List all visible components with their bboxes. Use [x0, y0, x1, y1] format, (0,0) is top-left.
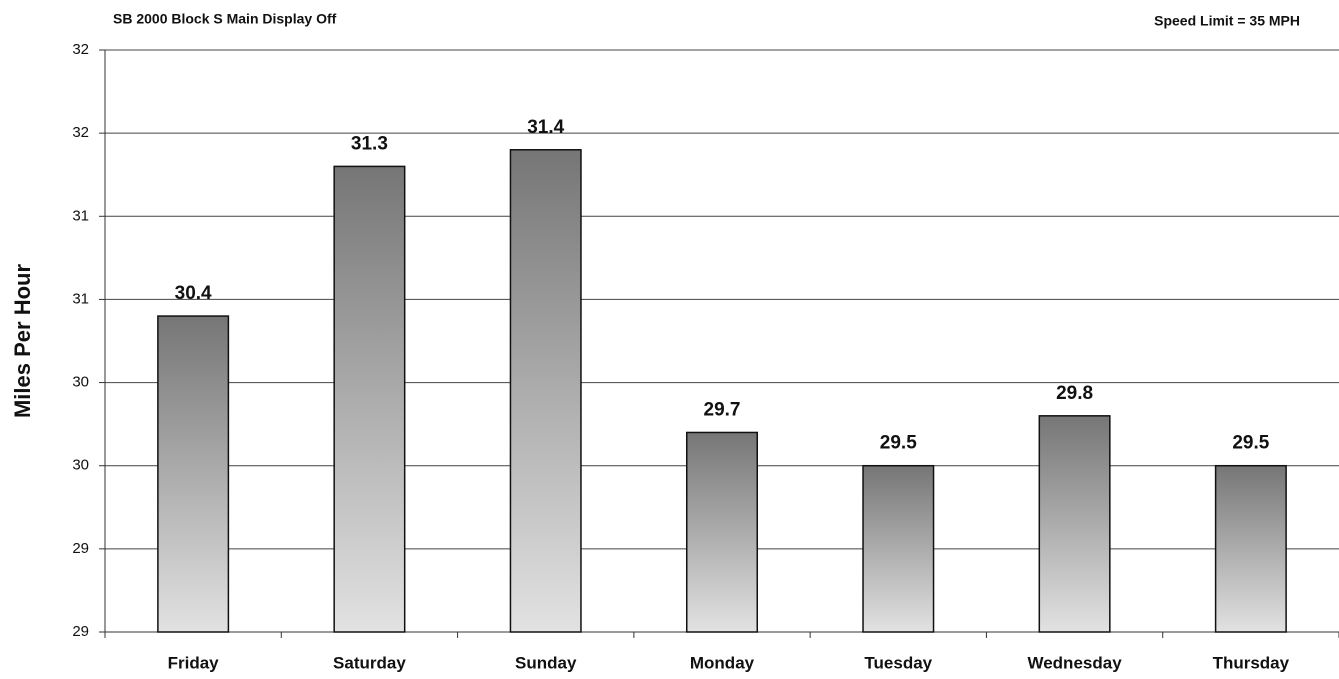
- y-tick-label: 29: [72, 623, 89, 640]
- data-label: 30.4: [175, 283, 212, 304]
- x-tick-label: Thursday: [1213, 653, 1290, 672]
- data-label: 29.7: [704, 399, 741, 420]
- y-tick-label: 32: [72, 41, 89, 58]
- bar: [1038, 415, 1111, 633]
- y-tick-label: 30: [72, 374, 89, 391]
- y-tick-label: 29: [72, 540, 89, 557]
- data-label: 31.4: [527, 117, 564, 138]
- data-label: 31.3: [351, 133, 388, 154]
- x-tick-label: Tuesday: [864, 653, 932, 672]
- data-label: 29.5: [1232, 433, 1269, 454]
- x-tick-label: Saturday: [333, 653, 406, 672]
- x-tick-label: Wednesday: [1027, 653, 1122, 672]
- bar: [333, 165, 406, 633]
- y-tick-label: 31: [72, 290, 89, 307]
- bar: [157, 315, 230, 633]
- bar: [862, 464, 935, 633]
- data-label: 29.8: [1056, 383, 1093, 404]
- x-tick-label: Monday: [690, 653, 755, 672]
- chart-title: SB 2000 Block S Main Display Off: [113, 11, 337, 27]
- bar: [509, 149, 582, 633]
- y-tick-label: 30: [72, 457, 89, 474]
- y-tick-label: 32: [72, 124, 89, 141]
- x-tick-label: Friday: [168, 653, 220, 672]
- bar: [1214, 464, 1287, 633]
- y-tick-label: 31: [72, 207, 89, 224]
- data-label: 29.5: [880, 433, 917, 454]
- x-tick-label: Sunday: [515, 653, 577, 672]
- bar: [685, 431, 759, 633]
- chart-subtitle: Speed Limit = 35 MPH: [1154, 13, 1300, 29]
- y-axis-label: Miles Per Hour: [10, 264, 35, 418]
